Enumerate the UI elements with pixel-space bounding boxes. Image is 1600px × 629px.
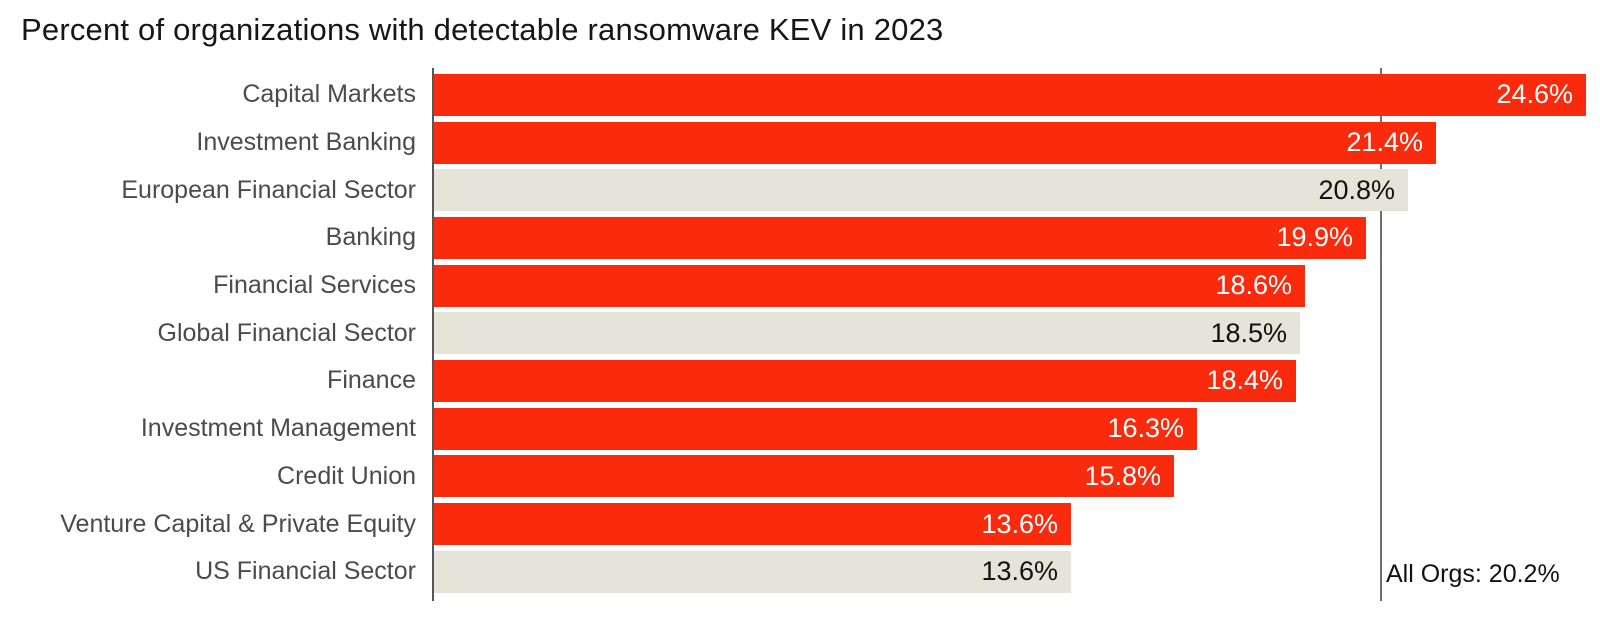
bar-finance: 18.4%: [434, 359, 1296, 402]
bar-value-label: 13.6%: [981, 508, 1058, 539]
bar-financial-services: 18.6%: [434, 264, 1305, 307]
bar-value-label: 20.8%: [1318, 174, 1395, 205]
bar-rows: Capital Markets 24.6% Investment Banking 21…: [0, 71, 1600, 596]
bar-investment-banking: 21.4%: [434, 121, 1436, 164]
all-orgs-reference-label: All Orgs: 20.2%: [1386, 560, 1560, 588]
chart-row: Global Financial Sector 18.5%: [0, 309, 1600, 357]
category-label: Finance: [327, 366, 416, 395]
category-label: Banking: [325, 223, 416, 252]
bar-value-label: 13.6%: [981, 556, 1058, 587]
chart-title: Percent of organizations with detectable…: [21, 12, 944, 47]
bar-venture-capital-private-equity: 13.6%: [434, 503, 1071, 546]
chart-row: Capital Markets 24.6%: [0, 71, 1600, 119]
category-label: Credit Union: [277, 461, 416, 490]
chart-row: Financial Services 18.6%: [0, 262, 1600, 310]
chart-row: European Financial Sector 20.8%: [0, 166, 1600, 214]
bar-value-label: 18.5%: [1210, 317, 1287, 348]
bar-banking: 19.9%: [434, 216, 1366, 259]
chart-row: Investment Management 16.3%: [0, 405, 1600, 453]
category-label: European Financial Sector: [121, 175, 416, 204]
bar-value-label: 21.4%: [1346, 127, 1423, 158]
y-axis-line: [432, 68, 434, 601]
category-label: Global Financial Sector: [157, 318, 416, 347]
bar-value-label: 18.4%: [1206, 365, 1283, 396]
chart-row: US Financial Sector 13.6%: [0, 548, 1600, 596]
category-label: Investment Banking: [196, 128, 416, 157]
category-label: Financial Services: [213, 271, 416, 300]
all-orgs-reference-line: [1380, 68, 1382, 601]
bar-investment-management: 16.3%: [434, 407, 1197, 450]
bar-credit-union: 15.8%: [434, 455, 1174, 498]
chart-row: Investment Banking 21.4%: [0, 119, 1600, 167]
bar-value-label: 19.9%: [1276, 222, 1353, 253]
category-label: US Financial Sector: [195, 557, 416, 586]
category-label: Investment Management: [140, 414, 416, 443]
category-label: Venture Capital & Private Equity: [60, 509, 416, 538]
chart-row: Credit Union 15.8%: [0, 453, 1600, 501]
bar-value-label: 15.8%: [1084, 460, 1161, 491]
bar-european-financial-sector: 20.8%: [434, 169, 1408, 212]
chart-row: Banking 19.9%: [0, 214, 1600, 262]
bar-global-financial-sector: 18.5%: [434, 312, 1300, 355]
bar-capital-markets: 24.6%: [434, 73, 1586, 116]
chart-row: Finance 18.4%: [0, 357, 1600, 405]
chart-row: Venture Capital & Private Equity 13.6%: [0, 500, 1600, 548]
category-label: Capital Markets: [242, 80, 416, 109]
bar-value-label: 16.3%: [1107, 413, 1184, 444]
bar-us-financial-sector: 13.6%: [434, 550, 1071, 593]
bar-value-label: 24.6%: [1496, 79, 1573, 110]
bar-value-label: 18.6%: [1215, 270, 1292, 301]
